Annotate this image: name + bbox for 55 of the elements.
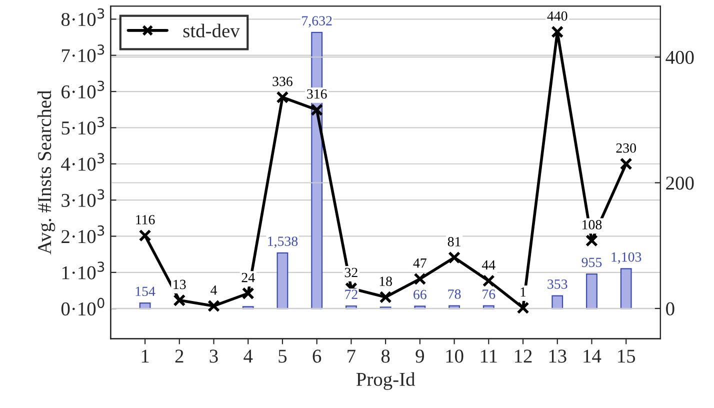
- y-tick-label: 0·10$^{0}$: [61, 298, 104, 316]
- x-tick-label: 10: [446, 350, 464, 363]
- x-tick-label: 12: [514, 350, 532, 363]
- data-label: 316: [307, 89, 327, 99]
- x-tick-label: 2: [175, 350, 184, 363]
- data-label: 353: [548, 280, 568, 289]
- data-label: 1,538: [268, 236, 298, 248]
- data-label: 440: [547, 11, 568, 21]
- data-label: 230: [616, 143, 636, 153]
- y2-tick-label: 400: [666, 50, 694, 64]
- data-label: 32: [344, 268, 358, 278]
- x-tick-label: 6: [312, 350, 322, 363]
- x-tick-label: 8: [381, 350, 390, 363]
- data-label: 66: [414, 290, 426, 300]
- y-tick-label: 6·10$^{3}$: [62, 80, 104, 98]
- x-axis-title: Prog-Id: [356, 372, 416, 390]
- data-label: 78: [448, 289, 461, 299]
- data-label: 13: [174, 280, 186, 290]
- data-label: 154: [136, 286, 156, 296]
- x-tick-label: 11: [480, 350, 497, 363]
- data-label: 336: [272, 76, 292, 86]
- data-label: 18: [380, 276, 392, 286]
- data-label: 7,632: [302, 16, 332, 28]
- y2-tick-label: 200: [666, 176, 694, 190]
- data-label: 116: [136, 215, 155, 224]
- y-tick-label: 5·10$^{3}$: [62, 116, 104, 135]
- x-tick-label: 5: [278, 350, 287, 363]
- data-label: 81: [448, 237, 460, 246]
- data-label: 72: [345, 290, 358, 299]
- y-tick-label: 4·10$^{3}$: [61, 153, 104, 171]
- data-label: 1,103: [612, 252, 642, 264]
- x-tick-label: 7: [348, 350, 356, 363]
- y-tick-label: 7·10$^{3}$: [62, 44, 104, 62]
- x-tick-label: 15: [618, 350, 636, 363]
- y2-tick-label: 0: [666, 302, 674, 316]
- x-tick-label: 3: [210, 350, 218, 363]
- data-label: 955: [582, 258, 602, 268]
- legend-label: std-dev: [183, 24, 240, 38]
- data-label: 108: [582, 220, 602, 230]
- data-label: 47: [413, 258, 426, 268]
- data-label: 76: [482, 290, 496, 299]
- x-tick-label: 14: [584, 350, 602, 363]
- x-tick-label: 4: [244, 350, 253, 363]
- y-tick-label: 8·10$^{3}$: [61, 8, 104, 26]
- x-tick-label: 9: [416, 350, 424, 363]
- data-label: 44: [482, 260, 496, 270]
- data-label: 24: [242, 272, 255, 282]
- x-tick-label: 13: [549, 350, 566, 363]
- y-tick-label: 2·10$^{3}$: [62, 225, 104, 244]
- y-tick-label: 1·10$^{3}$: [62, 262, 104, 280]
- y-tick-label: 3·10$^{3}$: [62, 189, 104, 207]
- data-label: 1: [520, 287, 526, 297]
- y-axis-title: Avg. #Insts Searched: [37, 90, 56, 254]
- data-label: 4: [210, 286, 218, 295]
- x-tick-label: 1: [142, 350, 149, 363]
